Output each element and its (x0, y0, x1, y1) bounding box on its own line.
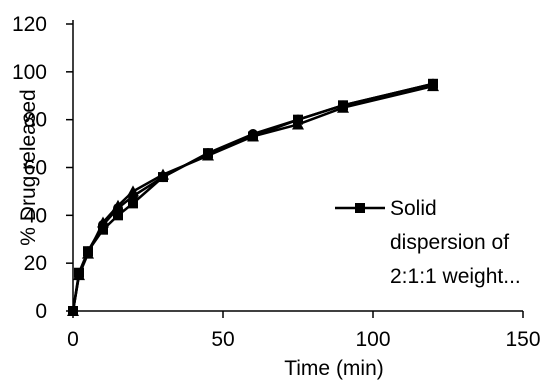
data-point-square (128, 198, 138, 209)
y-tick-label: 120 (12, 13, 47, 36)
legend-label-line: dispersion of (390, 231, 509, 254)
y-tick-label: 60 (24, 157, 47, 180)
data-point-circle (293, 114, 303, 125)
data-point-circle (68, 306, 78, 316)
legend-label-line: Solid (390, 197, 437, 220)
x-tick-label: 150 (505, 328, 540, 351)
y-tick-group: 0 20 40 60 80 100 120 (12, 13, 73, 323)
y-tick-label: 40 (24, 204, 47, 227)
x-tick-label: 50 (211, 328, 234, 351)
data-point-circle (113, 203, 123, 214)
data-point-circle (158, 172, 168, 183)
y-tick-label: 20 (24, 252, 47, 275)
data-point-circle (338, 100, 348, 111)
data-point-square (113, 210, 123, 221)
legend-marker-square (355, 203, 365, 213)
series-square (68, 78, 438, 316)
data-point-circle (128, 191, 138, 202)
x-axis-title: Time (min) (284, 357, 384, 380)
legend: Solid dispersion of 2:1:1 weight... (335, 197, 521, 288)
data-point-circle (74, 270, 84, 281)
legend-label-line: 2:1:1 weight... (390, 265, 521, 288)
x-tick-label: 0 (67, 328, 79, 351)
series-circle (68, 78, 438, 316)
series-line (71, 84, 434, 312)
y-tick-label: 80 (24, 109, 47, 132)
data-point-circle (428, 78, 438, 89)
data-point-circle (248, 129, 258, 140)
y-axis-title: % Drug released (17, 89, 40, 245)
series-layer (67, 78, 439, 316)
x-tick-label: 100 (355, 328, 390, 351)
series-triangle (67, 80, 439, 316)
data-point-circle (83, 246, 93, 257)
y-tick-label: 0 (35, 300, 47, 323)
data-point-circle (203, 148, 213, 159)
data-point-circle (98, 219, 108, 230)
y-tick-label: 100 (12, 61, 47, 84)
x-tick-group: 0 50 100 150 (67, 311, 541, 351)
